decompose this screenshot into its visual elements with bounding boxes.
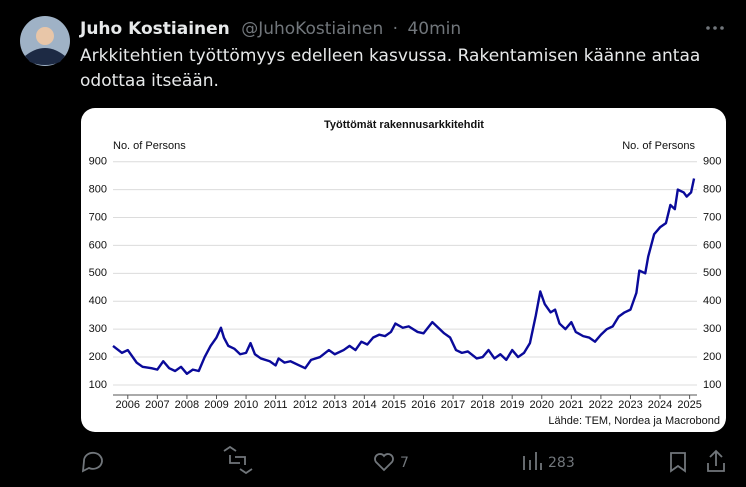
- x-tick-label: 2014: [352, 399, 376, 411]
- x-tick-label: 2023: [618, 399, 642, 411]
- x-tick-label: 2019: [500, 399, 524, 411]
- source: Lähde: TEM, Nordea ja Macrobond: [548, 415, 720, 427]
- reply-button[interactable]: [81, 451, 103, 473]
- x-tick-label: 2015: [382, 399, 406, 411]
- chart: Työttömät rakennusarkkitehdit No. of Per…: [89, 119, 722, 427]
- y-tick-label: 100: [89, 379, 107, 391]
- y2-axis-label: No. of Persons: [622, 140, 695, 152]
- x-tick-label: 2018: [470, 399, 494, 411]
- separator: ·: [393, 19, 398, 39]
- header: Juho Kostiainen @JuhoKostiainen · 40min: [79, 19, 461, 39]
- y2-tick-label: 900: [703, 156, 721, 168]
- chart-title: Työttömät rakennusarkkitehdit: [324, 119, 484, 131]
- more-menu[interactable]: [706, 26, 724, 30]
- y-tick-label: 700: [89, 211, 107, 223]
- like-button[interactable]: [374, 453, 394, 472]
- x-tick-label: 2006: [116, 399, 140, 411]
- chart-card[interactable]: [81, 108, 726, 432]
- y2-tick-label: 300: [703, 323, 721, 335]
- y2-tick-label: 400: [703, 295, 721, 307]
- x-tick-label: 2022: [589, 399, 613, 411]
- author-name[interactable]: Juho Kostiainen: [79, 19, 230, 39]
- actions: [81, 445, 725, 475]
- x-tick-label: 2024: [648, 399, 672, 411]
- tweet-text: Arkkitehtien työttömyys edelleen kasvuss…: [80, 46, 700, 66]
- x-tick-label: 2008: [175, 399, 199, 411]
- y2-tick-label: 100: [703, 379, 721, 391]
- tweet-text: odottaa itseään.: [80, 71, 219, 91]
- y2-tick-label: 700: [703, 211, 721, 223]
- bookmark-button[interactable]: [670, 452, 686, 473]
- y2-tick-label: 800: [703, 184, 721, 196]
- views-button[interactable]: [523, 452, 542, 470]
- y-axis-label: No. of Persons: [113, 140, 186, 152]
- y2-tick-label: 600: [703, 239, 721, 251]
- x-tick-label: 2013: [323, 399, 347, 411]
- retweet-button[interactable]: [223, 445, 253, 475]
- y-tick-label: 600: [89, 239, 107, 251]
- y-tick-label: 200: [89, 351, 107, 363]
- y-tick-label: 800: [89, 184, 107, 196]
- x-tick-label: 2012: [293, 399, 317, 411]
- x-tick-label: 2009: [204, 399, 228, 411]
- y-tick-label: 500: [89, 267, 107, 279]
- y-tick-label: 900: [89, 156, 107, 168]
- x-tick-label: 2025: [677, 399, 701, 411]
- y2-tick-label: 200: [703, 351, 721, 363]
- x-tick-label: 2011: [264, 399, 288, 411]
- x-tick-label: 2017: [441, 399, 465, 411]
- y2-tick-label: 500: [703, 267, 721, 279]
- avatar[interactable]: [20, 16, 70, 66]
- timestamp[interactable]: 40min: [407, 19, 461, 39]
- x-tick-label: 2016: [411, 399, 435, 411]
- x-tick-label: 2021: [559, 399, 583, 411]
- x-tick-label: 2007: [145, 399, 169, 411]
- like-count: 7: [400, 455, 409, 471]
- view-count: 283: [548, 455, 575, 471]
- data-line: [112, 178, 696, 375]
- y-tick-label: 300: [89, 323, 107, 335]
- handle[interactable]: @JuhoKostiainen: [241, 19, 383, 39]
- x-tick-label: 2010: [234, 399, 258, 411]
- share-button[interactable]: [707, 449, 725, 472]
- x-tick-label: 2020: [530, 399, 554, 411]
- y-tick-label: 400: [89, 295, 107, 307]
